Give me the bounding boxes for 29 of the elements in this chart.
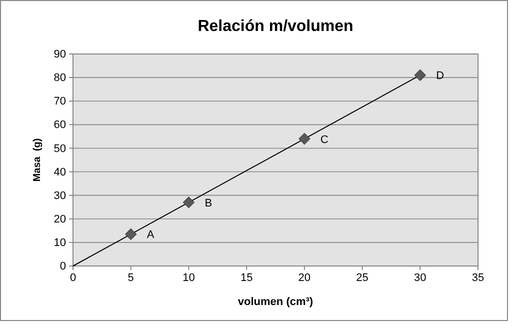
y-axis-title: Masa (g) — [32, 138, 43, 182]
annotation: C — [320, 134, 328, 146]
y-tick-label: 70 — [54, 96, 66, 108]
x-tick-label: 0 — [70, 272, 76, 284]
y-tick-label: 0 — [60, 260, 66, 273]
y-tick-label: 30 — [54, 190, 66, 202]
x-axis-title: volumen (cm³) — [238, 296, 314, 308]
x-tick-label: 15 — [240, 272, 253, 284]
y-tick-label: 90 — [54, 48, 66, 61]
point — [125, 228, 137, 240]
x-tick-label: 10 — [182, 272, 195, 284]
chart-title: Relación m/volumen — [198, 18, 354, 35]
annotation: D — [436, 70, 444, 82]
point — [414, 69, 426, 81]
y-tick-label: 10 — [54, 236, 66, 249]
y-tick-label: 50 — [54, 142, 66, 155]
annotation: A — [146, 229, 155, 242]
x-tick-label: 20 — [298, 272, 311, 284]
x-tick-label: 35 — [472, 272, 484, 284]
y-tick-label: 60 — [54, 119, 66, 132]
y-tick-label: 20 — [54, 213, 66, 226]
x-tick-label: 5 — [128, 272, 134, 284]
point — [298, 133, 310, 145]
annotation: B — [204, 197, 212, 210]
y-tick-label: 40 — [54, 166, 66, 178]
x-tick-label: 30 — [414, 272, 426, 284]
x-tick-label: 25 — [356, 272, 368, 284]
y-tick-label: 80 — [54, 72, 66, 84]
point — [182, 196, 194, 208]
